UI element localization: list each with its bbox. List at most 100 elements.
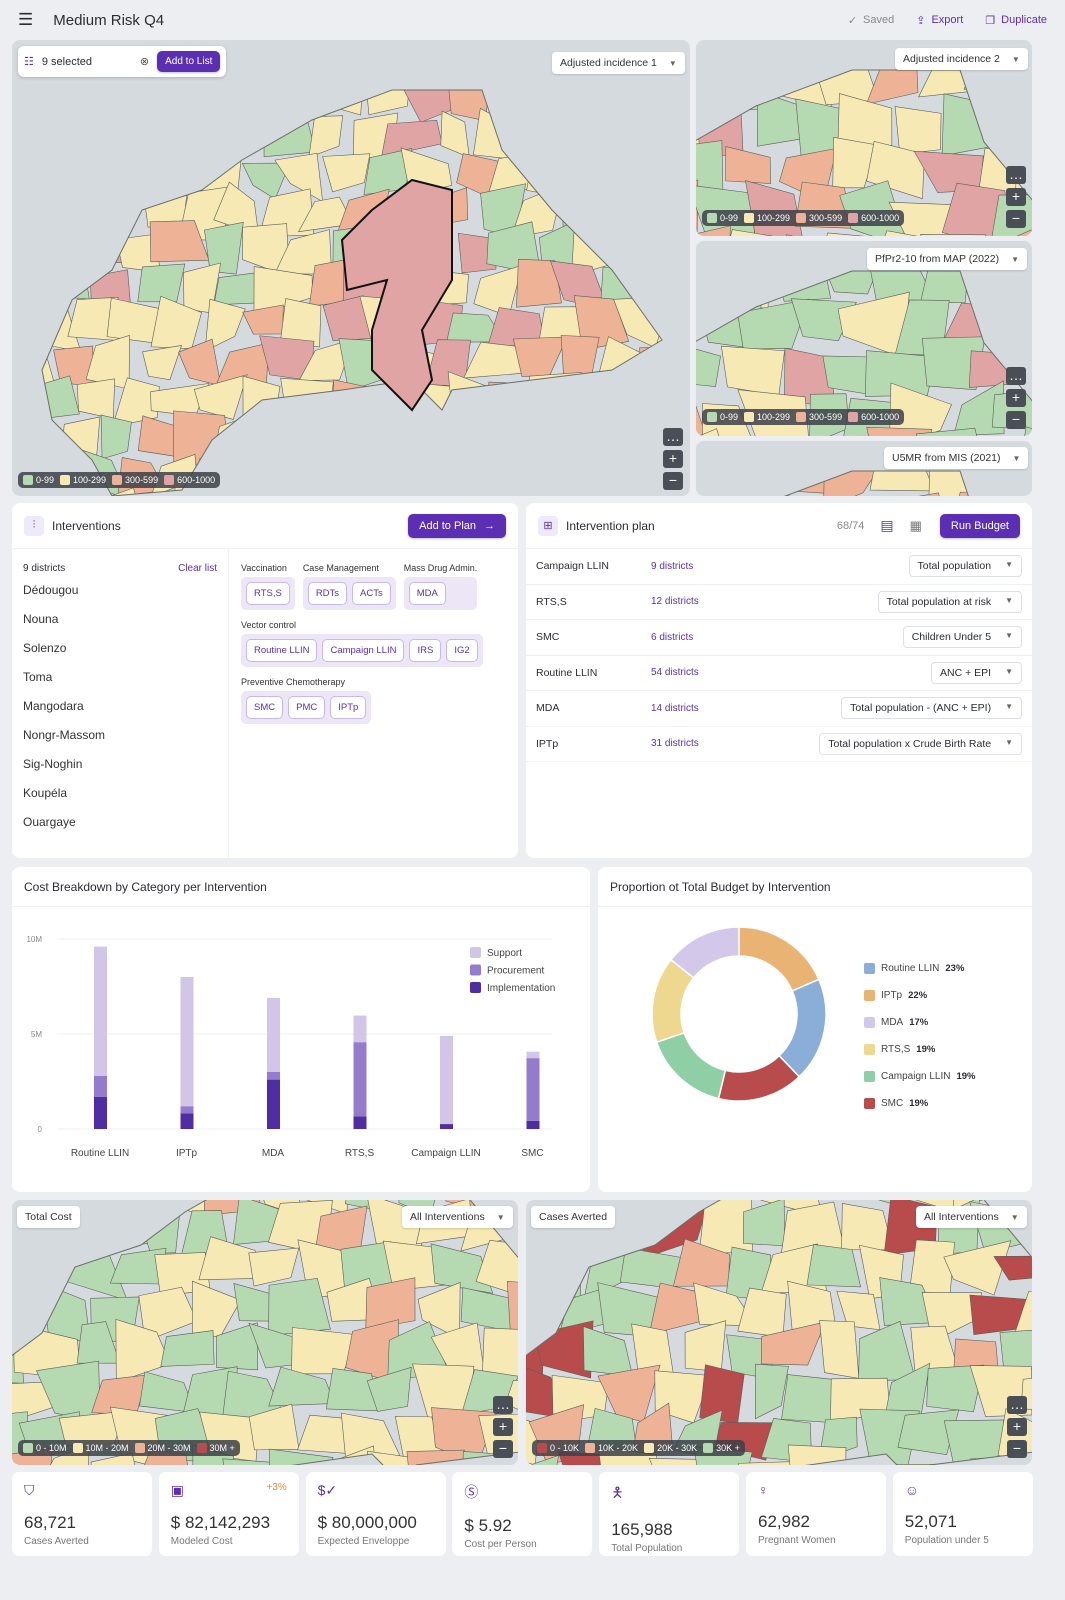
district-region[interactable] bbox=[789, 40, 857, 60]
district-region[interactable] bbox=[142, 345, 182, 381]
district-region[interactable] bbox=[639, 262, 685, 316]
district-region[interactable] bbox=[111, 80, 164, 109]
district-region[interactable] bbox=[696, 258, 725, 294]
district-region[interactable] bbox=[381, 421, 437, 456]
district-region[interactable] bbox=[480, 42, 511, 83]
district-region[interactable] bbox=[792, 441, 855, 459]
district-item[interactable]: Nongr-Massom bbox=[23, 728, 106, 742]
district-region[interactable] bbox=[178, 490, 219, 496]
district-region[interactable] bbox=[716, 445, 779, 496]
district-region[interactable] bbox=[696, 241, 759, 249]
district-region[interactable] bbox=[639, 488, 690, 496]
district-region[interactable] bbox=[241, 78, 294, 122]
district-item[interactable]: Dédougou bbox=[23, 583, 79, 597]
intervention-chip[interactable]: IG2 bbox=[446, 639, 478, 662]
district-region[interactable] bbox=[894, 106, 942, 155]
district-region[interactable] bbox=[737, 241, 800, 260]
district-region[interactable] bbox=[683, 270, 690, 306]
district-region[interactable] bbox=[858, 1320, 916, 1382]
district-region[interactable] bbox=[460, 1287, 518, 1334]
district-region[interactable] bbox=[338, 40, 385, 83]
intervention-chip[interactable]: Routine LLIN bbox=[246, 639, 318, 662]
zoom-in-button[interactable]: + bbox=[1007, 1418, 1027, 1436]
zoom-in-button[interactable]: + bbox=[663, 450, 683, 468]
district-region[interactable] bbox=[696, 441, 697, 464]
district-region[interactable] bbox=[232, 460, 291, 496]
add-to-plan-button[interactable]: Add to Plan → bbox=[408, 513, 506, 538]
district-item[interactable]: Solenzo bbox=[23, 641, 67, 655]
total-cost-map[interactable]: Total Cost All Interventions ▼ 0 - 10M 10M… bbox=[12, 1200, 518, 1465]
district-region[interactable] bbox=[280, 377, 334, 420]
main-map[interactable]: ☷ 9 selected ⊗ Add to List Adjusted inci… bbox=[12, 40, 690, 496]
district-region[interactable] bbox=[317, 40, 367, 44]
district-region[interactable] bbox=[16, 257, 54, 310]
zoom-in-button[interactable]: + bbox=[1006, 188, 1026, 206]
district-region[interactable] bbox=[528, 68, 590, 119]
district-region[interactable] bbox=[365, 1277, 416, 1330]
district-region[interactable] bbox=[865, 44, 919, 105]
district-region[interactable] bbox=[298, 40, 346, 83]
district-region[interactable] bbox=[941, 93, 1008, 157]
district-region[interactable] bbox=[52, 182, 100, 234]
target-select[interactable]: ANC + EPI ▼ bbox=[931, 661, 1022, 684]
choropleth-map[interactable] bbox=[526, 1200, 1032, 1465]
district-region[interactable] bbox=[806, 1244, 862, 1288]
district-region[interactable] bbox=[696, 441, 748, 460]
district-region[interactable] bbox=[1000, 296, 1032, 345]
district-region[interactable] bbox=[12, 345, 14, 386]
district-region[interactable] bbox=[332, 82, 364, 116]
layer-select[interactable]: All Interventions ▼ bbox=[402, 1206, 513, 1228]
district-region[interactable] bbox=[12, 226, 44, 264]
menu-icon[interactable]: ☰ bbox=[18, 10, 34, 29]
layer-select[interactable]: U5MR from MIS (2021) ▼ bbox=[884, 447, 1029, 469]
more-options-button[interactable]: … bbox=[1006, 367, 1026, 385]
district-region[interactable] bbox=[896, 492, 951, 496]
district-region[interactable] bbox=[463, 488, 513, 496]
target-select[interactable]: Total population x Crude Birth Rate ▼ bbox=[819, 732, 1022, 755]
district-region[interactable] bbox=[308, 115, 344, 158]
district-region[interactable] bbox=[696, 40, 706, 62]
district-region[interactable] bbox=[760, 1321, 826, 1366]
districts-link[interactable]: 14 districts bbox=[651, 702, 699, 714]
district-region[interactable] bbox=[992, 90, 1032, 151]
intervention-chip[interactable]: RTS,S bbox=[246, 582, 290, 605]
district-region[interactable] bbox=[516, 258, 562, 308]
district-region[interactable] bbox=[677, 194, 690, 237]
district-item[interactable]: Ouargaye bbox=[23, 815, 76, 829]
district-region[interactable] bbox=[116, 157, 165, 200]
district-region[interactable] bbox=[381, 49, 438, 76]
district-region[interactable] bbox=[748, 494, 791, 496]
district-region[interactable] bbox=[999, 1327, 1032, 1370]
district-region[interactable] bbox=[237, 40, 292, 45]
district-region[interactable] bbox=[638, 113, 687, 147]
layer-select[interactable]: All Interventions ▼ bbox=[916, 1206, 1027, 1228]
zoom-out-button[interactable]: − bbox=[1007, 1440, 1027, 1458]
district-region[interactable] bbox=[659, 40, 690, 41]
district-region[interactable] bbox=[737, 298, 810, 350]
district-region[interactable] bbox=[487, 455, 533, 496]
district-region[interactable] bbox=[259, 40, 306, 77]
district-region[interactable] bbox=[242, 304, 284, 335]
district-region[interactable] bbox=[953, 380, 1005, 436]
district-region[interactable] bbox=[549, 111, 602, 155]
district-region[interactable] bbox=[404, 40, 459, 44]
district-region[interactable] bbox=[628, 68, 657, 113]
district-region[interactable] bbox=[574, 461, 629, 496]
intervention-chip[interactable]: Campaign LLIN bbox=[322, 639, 405, 662]
zoom-out-button[interactable]: − bbox=[663, 472, 683, 490]
district-region[interactable] bbox=[696, 241, 699, 258]
district-region[interactable] bbox=[26, 223, 83, 269]
district-region[interactable] bbox=[59, 105, 104, 165]
layer-select[interactable]: Adjusted incidence 2 ▼ bbox=[895, 48, 1028, 70]
district-region[interactable] bbox=[112, 377, 160, 428]
add-to-list-button[interactable]: Add to List bbox=[157, 51, 221, 72]
district-region[interactable] bbox=[67, 150, 126, 189]
district-region[interactable] bbox=[486, 381, 547, 414]
district-region[interactable] bbox=[204, 298, 246, 352]
clear-selection-icon[interactable]: ⊗ bbox=[139, 56, 150, 68]
district-region[interactable] bbox=[920, 245, 971, 304]
district-region[interactable] bbox=[259, 493, 309, 496]
district-region[interactable] bbox=[364, 452, 421, 496]
district-region[interactable] bbox=[535, 1236, 582, 1299]
intervention-chip[interactable]: IPTp bbox=[330, 696, 367, 719]
